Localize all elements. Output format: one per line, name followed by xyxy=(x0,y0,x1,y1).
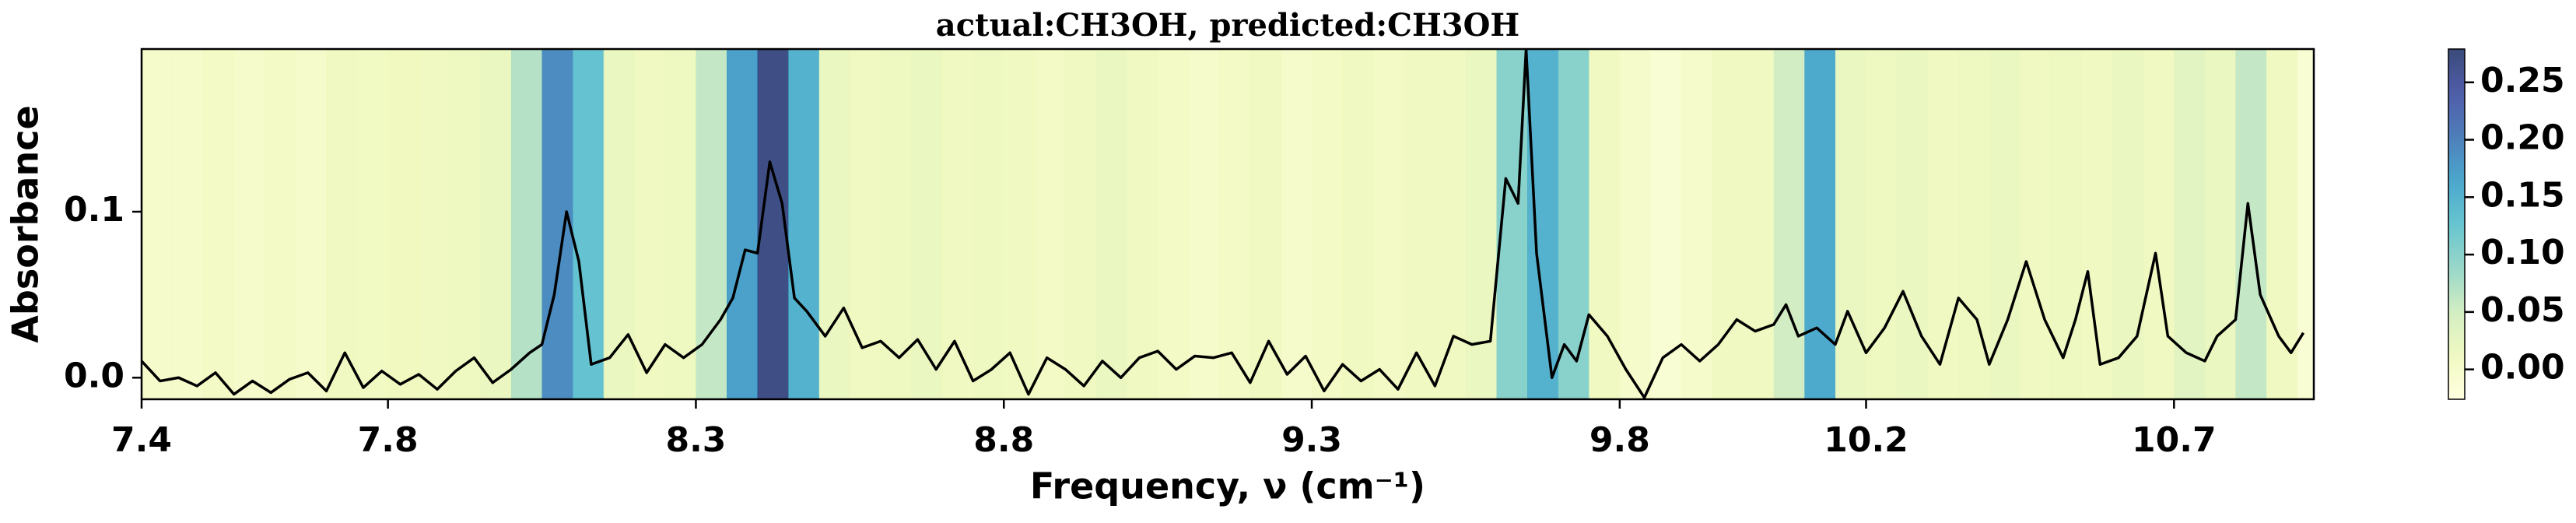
heat-stripe xyxy=(387,49,419,399)
heat-stripe xyxy=(911,49,943,399)
heat-stripe xyxy=(1034,49,1066,399)
heat-stripe xyxy=(203,49,235,399)
heat-stripe xyxy=(1866,49,1898,399)
heatmap xyxy=(142,49,2314,399)
heat-stripe xyxy=(818,49,850,399)
heat-stripe xyxy=(1004,49,1036,399)
heat-stripe xyxy=(942,49,974,399)
heat-stripe xyxy=(2174,49,2206,399)
heat-stripe xyxy=(1404,49,1435,399)
heat-stripe xyxy=(1712,49,1744,399)
x-tick-label: 7.8 xyxy=(358,420,419,460)
heat-stripe xyxy=(510,49,543,399)
heat-stripe xyxy=(2297,49,2314,399)
heat-stripe xyxy=(1127,49,1158,399)
heat-stripe xyxy=(1158,49,1190,399)
heat-stripe xyxy=(1342,49,1374,399)
heat-stripe xyxy=(1619,49,1651,399)
colorbar-tick-label: 0.00 xyxy=(2480,348,2565,388)
heat-stripe xyxy=(1465,49,1498,399)
heat-stripe xyxy=(1527,49,1559,399)
heat-stripe xyxy=(2020,49,2052,399)
heat-stripe xyxy=(1650,49,1682,399)
heat-stripe xyxy=(1989,49,2020,399)
plot-lines xyxy=(142,49,2305,399)
heat-stripe xyxy=(1897,49,1929,399)
heat-stripe xyxy=(1773,49,1805,399)
colorbar-frame xyxy=(2448,48,2466,400)
colorbar-tick-label: 0.20 xyxy=(2480,118,2565,158)
heat-stripe xyxy=(1681,49,1713,399)
heat-stripe xyxy=(850,49,881,399)
heat-stripe xyxy=(696,49,727,399)
y-tick-label: 0.1 xyxy=(64,190,124,230)
x-tick-label: 8.8 xyxy=(973,420,1034,460)
heat-stripe xyxy=(603,49,635,399)
heat-stripe xyxy=(1927,49,1959,399)
heat-stripe xyxy=(142,49,173,399)
heat-stripe xyxy=(973,49,1004,399)
heat-stripe xyxy=(2112,49,2144,399)
heat-stripe xyxy=(634,49,666,399)
heat-stripe xyxy=(1095,49,1128,399)
heat-stripe xyxy=(1558,49,1589,399)
spectrum-line xyxy=(142,49,2305,399)
colorbar-tick-label: 0.10 xyxy=(2480,233,2565,272)
heat-stripe xyxy=(727,49,759,399)
plot-frame xyxy=(140,47,2315,401)
heat-stripe xyxy=(1743,49,1775,399)
heat-stripe xyxy=(1188,49,1220,399)
heat-stripe xyxy=(449,49,481,399)
heat-stripe xyxy=(2143,49,2175,399)
heat-stripe xyxy=(172,49,204,399)
heat-stripe xyxy=(664,49,696,399)
chart-title: actual:CH3OH, predicted:CH3OH xyxy=(936,7,1519,44)
heat-stripe xyxy=(1065,49,1097,399)
heat-stripe xyxy=(1312,49,1344,399)
heat-stripe xyxy=(788,49,820,399)
x-tick-label: 7.4 xyxy=(111,420,172,460)
y-tick-label: 0.0 xyxy=(64,356,124,395)
colorbar xyxy=(2448,49,2465,399)
y-axis-label: Absorbance xyxy=(5,105,47,342)
heat-stripe xyxy=(1219,49,1251,399)
heat-stripe xyxy=(1804,49,1836,399)
heat-stripe xyxy=(541,49,573,399)
x-tick-label: 9.3 xyxy=(1281,420,1342,460)
heat-stripe xyxy=(265,49,296,399)
heat-stripe xyxy=(295,49,327,399)
heat-stripe xyxy=(419,49,450,399)
heat-stripe xyxy=(1835,49,1867,399)
colorbar-tick-label: 0.05 xyxy=(2480,290,2565,330)
heat-stripe xyxy=(1373,49,1405,399)
x-tick-label: 10.7 xyxy=(2132,420,2217,460)
heat-stripe xyxy=(1281,49,1313,399)
heat-stripe xyxy=(326,49,358,399)
heat-stripe xyxy=(2204,49,2236,399)
colorbar-tick-label: 0.25 xyxy=(2480,61,2565,100)
heat-stripe xyxy=(1249,49,1281,399)
x-tick-label: 9.8 xyxy=(1589,420,1650,460)
heat-stripe xyxy=(880,49,913,399)
colorbar-tick-label: 0.15 xyxy=(2480,175,2565,215)
heat-stripe xyxy=(2266,49,2298,399)
heat-stripe xyxy=(1589,49,1621,399)
x-axis-label: Frequency, ν (cm⁻¹) xyxy=(1030,465,1425,507)
x-tick-label: 8.3 xyxy=(665,420,726,460)
heat-stripe xyxy=(480,49,512,399)
heat-stripe xyxy=(233,49,265,399)
heat-stripe xyxy=(1958,49,1990,399)
x-tick-label: 10.2 xyxy=(1824,420,1908,460)
heat-stripe xyxy=(357,49,389,399)
